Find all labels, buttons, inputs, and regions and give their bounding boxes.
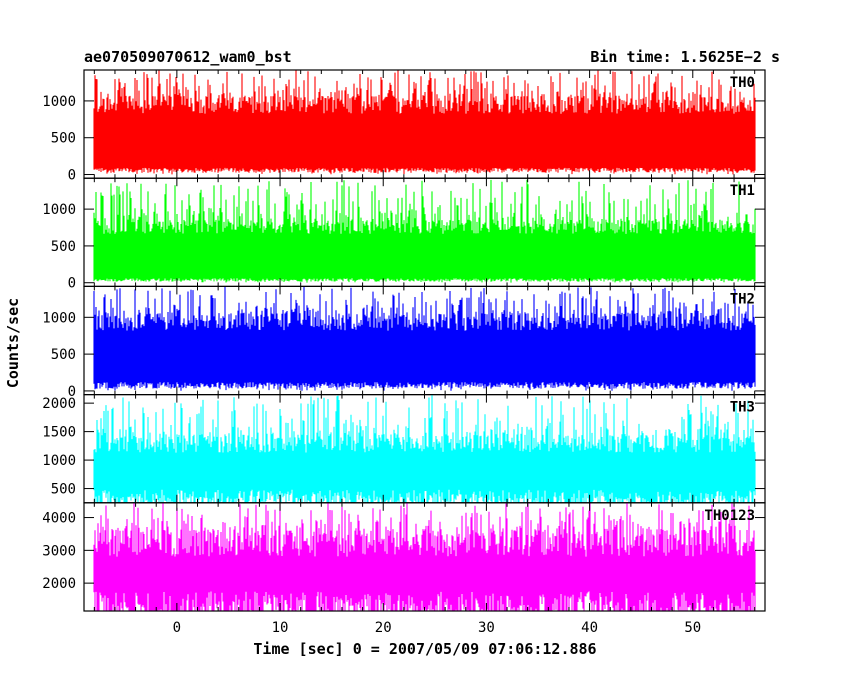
series-label: TH0 [730, 75, 755, 91]
series-th0 [93, 70, 756, 175]
y-tick-label: 3000 [42, 543, 76, 559]
panel-th3: 500 1000 1500 2000 TH3 [42, 394, 766, 504]
panel-th0123: 2000 3000 4000 TH0123 [42, 502, 766, 612]
series-th1 [93, 179, 756, 283]
y-tick-label: 1000 [42, 310, 76, 326]
y-tick-label: 2000 [42, 396, 76, 412]
y-tick-label: 500 [51, 347, 76, 363]
x-axis-label: Time [sec] 0 = 2007/05/09 07:06:12.886 [253, 640, 596, 658]
series-label: TH3 [730, 400, 755, 416]
y-tick-label: 500 [51, 239, 76, 255]
x-tick-label: 30 [478, 620, 495, 636]
series-label: TH1 [730, 183, 755, 199]
panels: 05001000TH005001000TH105001000TH25001000… [42, 69, 766, 636]
x-tick-label: 40 [581, 620, 598, 636]
y-tick-label: 500 [51, 482, 76, 498]
y-tick-label: 1000 [42, 202, 76, 218]
series-label: TH2 [730, 291, 755, 307]
y-tick-label: 0 [68, 276, 76, 292]
chart-title-left: ae070509070612_wam0_bst [84, 48, 292, 66]
panel-th1: 0 500 1000 TH1 [42, 177, 766, 292]
series-label: TH0123 [704, 508, 755, 524]
series-th2 [93, 286, 756, 391]
y-tick-label: 1000 [42, 453, 76, 469]
y-axis-label: Counts/sec [4, 298, 22, 388]
series-th0123 [93, 502, 756, 611]
y-tick-label: 4000 [42, 511, 76, 527]
chart-title-right: Bin time: 1.5625E−2 s [590, 48, 780, 66]
panel-th2: 0 500 1000 TH2 [42, 285, 766, 400]
y-tick-label: 0 [68, 384, 76, 400]
y-tick-label: 2000 [42, 576, 76, 592]
y-tick-label: 500 [51, 131, 76, 147]
x-tick-label: 0 [173, 620, 181, 636]
series-th3 [93, 395, 756, 503]
y-tick-label: 1500 [42, 425, 76, 441]
y-tick-label: 0 [68, 168, 76, 184]
panel-th0: 0 500 1000 TH0 [42, 69, 766, 184]
x-tick-label: 10 [272, 620, 289, 636]
x-tick-label: 20 [375, 620, 392, 636]
y-tick-label: 1000 [42, 94, 76, 110]
x-tick-label: 50 [684, 620, 701, 636]
